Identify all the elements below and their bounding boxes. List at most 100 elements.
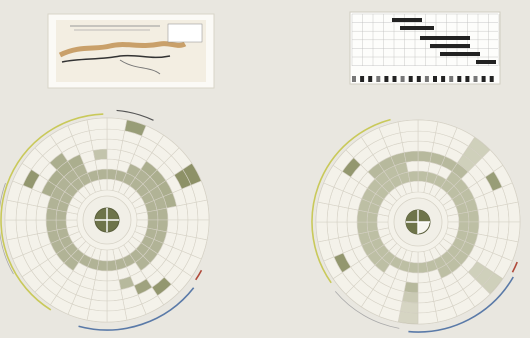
gantt-strip [489,76,494,82]
cell [417,291,435,304]
highlight-cell [467,209,480,223]
cell [401,140,419,153]
cell [15,201,28,221]
cell [86,117,108,132]
cell [399,130,419,143]
gantt-strip [368,76,373,82]
cell [106,299,126,312]
cell [25,203,38,221]
gantt-bar [420,36,470,40]
gantt-bar [400,26,434,30]
gantt-strip [473,76,478,82]
outer-arc [334,291,400,329]
highlight-cell [356,221,369,235]
cell [346,221,359,237]
highlight-cell [403,281,419,294]
gantt-strip [408,76,413,82]
cell [186,201,199,221]
cell [397,119,419,134]
cell [195,219,210,241]
thumbnail-frame [349,11,501,85]
outer-arc [78,287,195,331]
gantt-strip [449,76,454,82]
gantt-bar [392,18,422,22]
cell [106,279,122,292]
gantt-thumbnail[interactable] [349,11,501,85]
gantt-strip [441,76,446,82]
cell [86,308,108,323]
gantt-strip [416,76,421,82]
wheel[interactable] [0,109,210,331]
highlight-cell [106,259,118,272]
cell [25,219,38,237]
cell [497,221,510,241]
cell [417,301,437,314]
highlight-cell [417,150,433,163]
map-thumbnail[interactable] [47,13,215,89]
cell [477,221,490,237]
gantt-strip [352,76,356,82]
highlight-cell [401,291,419,304]
gantt-strip [457,76,462,82]
highlight-cell [146,209,159,221]
map-legend [167,23,203,43]
highlight-cell [55,219,68,231]
outer-arc [0,113,104,311]
cell [417,119,439,134]
cell [176,203,189,221]
highlight-cell [96,168,108,181]
cell [417,271,431,284]
gantt-bar [476,60,496,64]
gantt-strip [360,76,365,82]
cell [405,160,419,173]
highlight-cell [92,148,108,161]
cell [176,219,189,237]
highlight-cell [397,310,419,325]
hub-fill [418,210,430,222]
cell [195,199,210,221]
cell [106,148,122,161]
cell [487,221,500,239]
cell [417,130,437,143]
cell [477,207,490,223]
gantt-strip [400,76,405,82]
cell [506,221,521,243]
gantt-bar [430,44,470,48]
highlight-cell [403,150,419,163]
outer-arc [408,276,514,333]
highlight-cell [407,170,419,183]
cell [15,219,28,239]
cell [4,199,19,221]
cell [4,219,19,241]
gantt-strip [465,76,470,82]
outer-arc [0,182,14,275]
cell [106,138,124,151]
cell [326,221,339,241]
map-route [58,41,187,58]
outer-arc [195,269,203,281]
cell [106,269,120,282]
outer-arc [116,109,154,121]
cell [94,158,108,171]
cell [88,299,108,312]
cell [315,221,330,243]
highlight-cell [366,221,379,233]
cell [497,203,510,223]
cell [336,221,349,239]
gantt-strip [392,76,397,82]
gantt-strip [384,76,389,82]
cell [315,201,330,223]
cell [166,219,179,235]
cell [90,289,108,302]
gantt-bar [440,52,480,56]
cell [417,140,435,153]
highlight-cell [156,207,169,221]
highlight-cell [457,211,470,223]
cell [417,310,439,325]
cell [35,219,48,235]
wheel[interactable] [311,118,521,333]
cell [186,219,199,239]
cell [106,289,124,302]
cell [106,308,128,323]
